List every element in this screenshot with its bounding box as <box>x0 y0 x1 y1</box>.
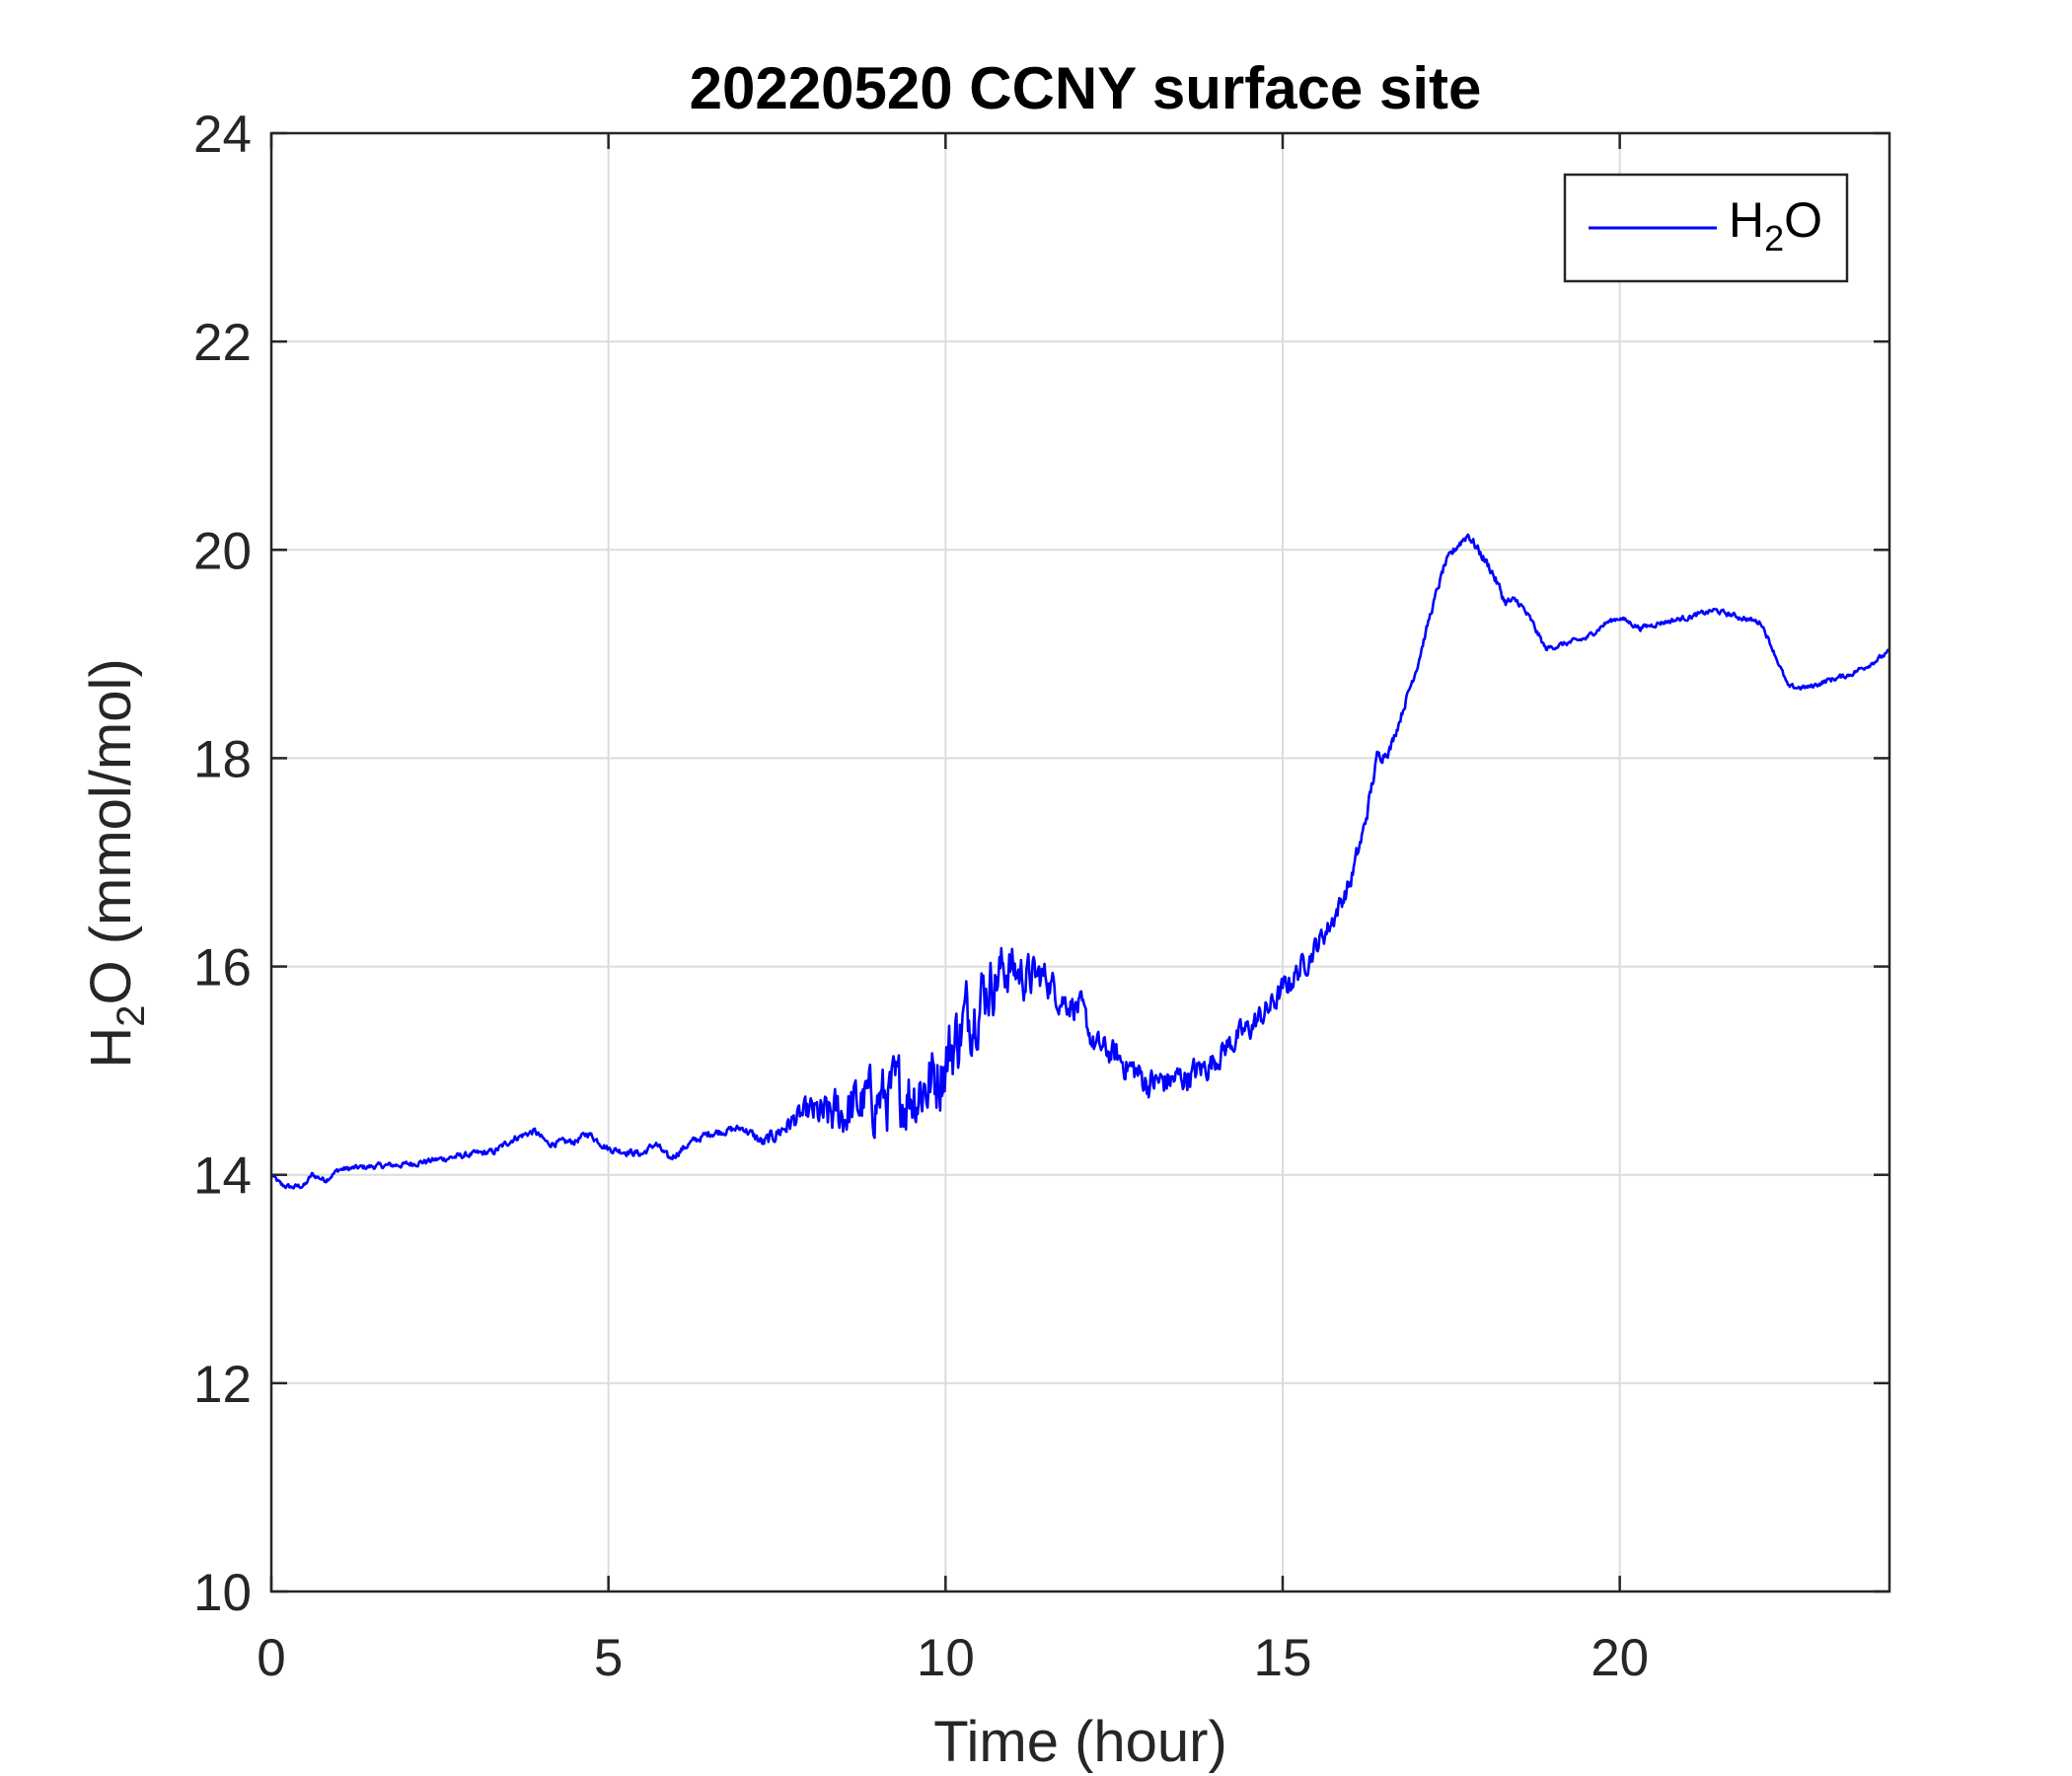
legend: H2O <box>1563 173 1849 283</box>
series-layer <box>269 533 1890 1190</box>
x-tick-label: 20 <box>1591 1629 1649 1687</box>
y-tick-label: 20 <box>193 522 252 580</box>
x-tick-label: 10 <box>917 1629 975 1687</box>
x-tick-labels: 0 5 10 15 20 <box>257 1629 1649 1687</box>
y-tick-label: 10 <box>193 1564 252 1622</box>
y-tick-label: 22 <box>193 314 252 372</box>
plot-frame <box>269 131 1891 1593</box>
y-tick-label: 14 <box>193 1147 252 1206</box>
y-tick-label: 12 <box>193 1356 252 1414</box>
y-tick-label: 16 <box>193 939 252 998</box>
y-tick-labels: 10 12 14 16 18 20 22 24 <box>193 106 252 1622</box>
x-tick-label: 15 <box>1254 1629 1312 1687</box>
tick-marks <box>269 131 1889 1593</box>
y-tick-label: 18 <box>193 730 252 788</box>
chart-title: 20220520 CCNY surface site <box>690 55 1482 121</box>
x-axis-label: Time (hour) <box>933 1710 1227 1774</box>
x-tick-label: 0 <box>257 1629 285 1687</box>
legend-label-h2o: H2O <box>1729 192 1822 259</box>
series-line-h2o <box>269 533 1890 1190</box>
y-tick-label: 24 <box>193 106 252 164</box>
grid-lines <box>270 132 1889 1592</box>
x-tick-label: 5 <box>594 1629 623 1687</box>
y-axis-label: H2O (mmol/mol) <box>79 658 153 1068</box>
